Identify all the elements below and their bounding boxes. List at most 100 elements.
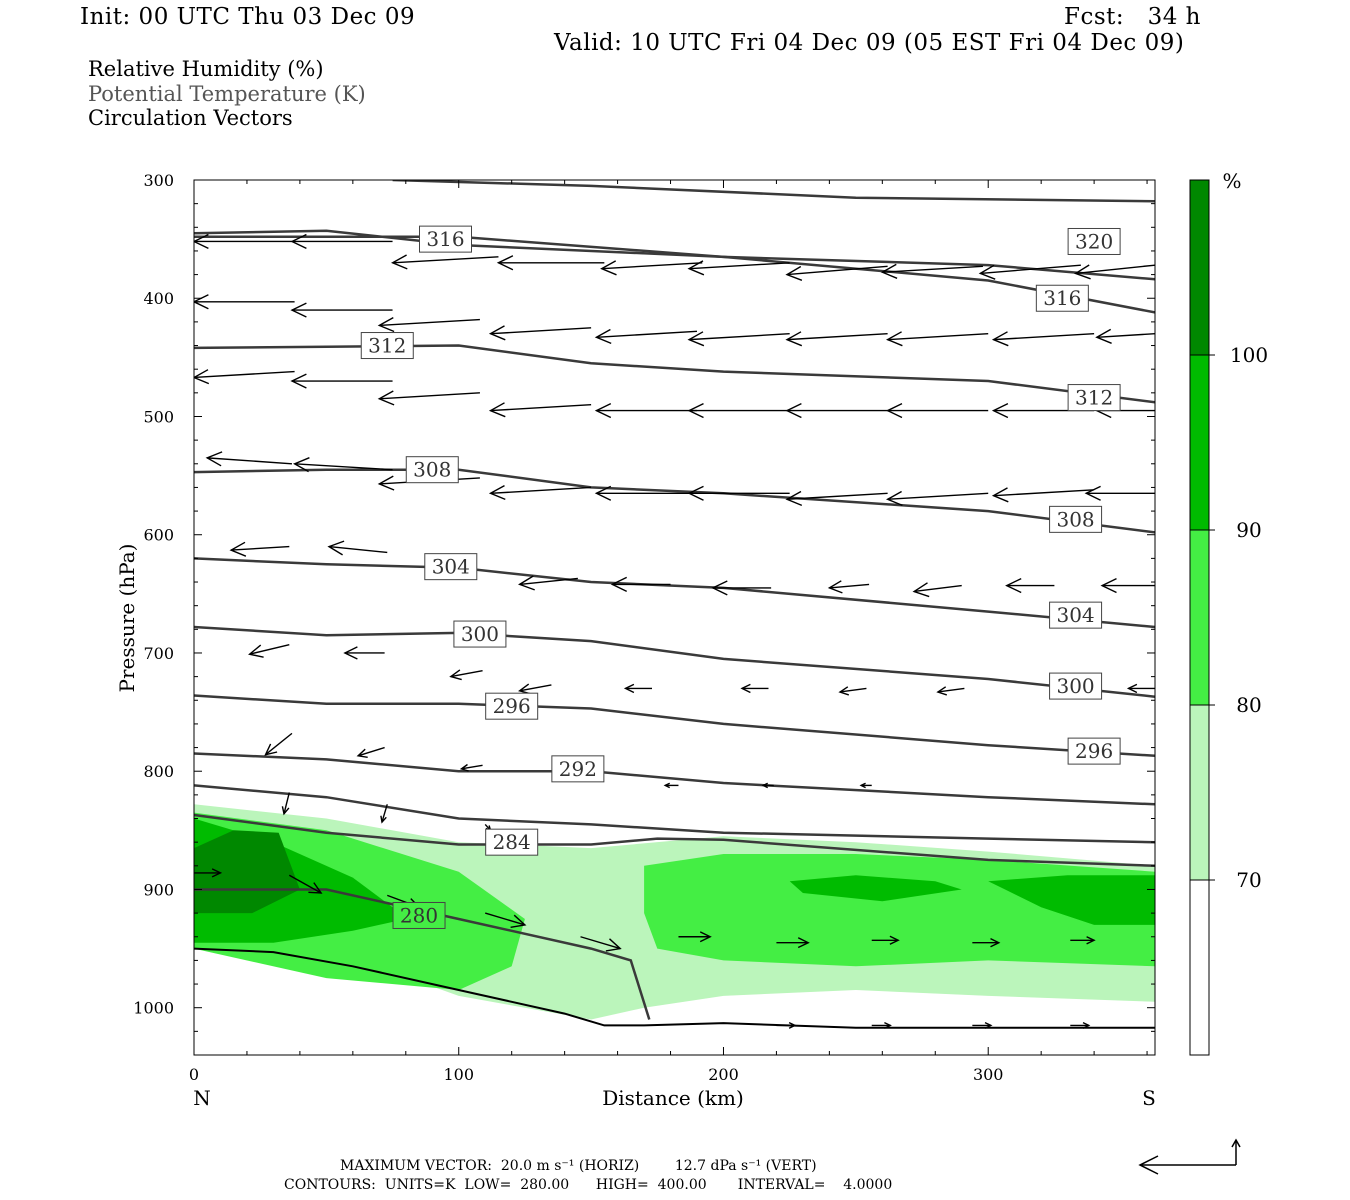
theta-label-box-316 bbox=[419, 225, 473, 253]
theta-label-box-304 bbox=[424, 553, 478, 581]
theta-label-304: 304 bbox=[1056, 603, 1094, 627]
theta-label-box-320 bbox=[1067, 227, 1121, 255]
theta-contour-284 bbox=[194, 813, 1155, 868]
theta-label-box-304 bbox=[1049, 601, 1103, 629]
maximum-vector-note: MAXIMUM VECTOR: 20.0 m s⁻¹ (HORIZ) 12.7 … bbox=[340, 1158, 817, 1174]
y-tick-label: 600 bbox=[143, 526, 174, 545]
circulation-vector bbox=[1070, 1021, 1091, 1029]
colorbar-swatch bbox=[1190, 880, 1209, 1055]
circulation-vector bbox=[885, 490, 989, 507]
forecast-hour: Fcst: 34 h bbox=[1064, 4, 1201, 30]
circulation-vector bbox=[194, 868, 223, 878]
theta-label-308: 308 bbox=[1056, 507, 1094, 531]
circulation-vector bbox=[580, 936, 622, 952]
theta-label-box-312 bbox=[360, 332, 414, 360]
axes: 300 400 500 600 700 800 900 1000 0 100 200 300 bbox=[133, 171, 1155, 1084]
colorbar-level-label: 90 bbox=[1236, 518, 1261, 542]
circulation-vector bbox=[859, 782, 872, 789]
circulation-vector bbox=[488, 402, 592, 418]
theta-contour-308 bbox=[194, 468, 1155, 534]
theta-contour-320 bbox=[194, 229, 1155, 281]
circulation-vector bbox=[600, 260, 703, 276]
circulation-vector bbox=[785, 490, 888, 507]
circulation-vector bbox=[205, 451, 293, 467]
theta-label-box-308 bbox=[1049, 505, 1103, 533]
circulation-vector bbox=[290, 302, 393, 318]
circulation-vector bbox=[991, 331, 1095, 347]
circulation-vector bbox=[761, 782, 774, 789]
theta-label-316: 316 bbox=[426, 227, 464, 251]
terrain-boundary bbox=[194, 947, 1155, 1029]
circulation-vector bbox=[610, 576, 671, 593]
circulation-vectors bbox=[194, 233, 1155, 1029]
circulation-vector bbox=[517, 575, 578, 591]
colorbar-swatch bbox=[1190, 180, 1209, 355]
rh-region-90-5 bbox=[988, 875, 1155, 925]
colorbar-swatch bbox=[1190, 530, 1209, 705]
circulation-vector bbox=[327, 540, 388, 556]
circulation-vector bbox=[687, 485, 790, 501]
colorbar-level-label: 100 bbox=[1230, 343, 1268, 367]
theta-label-312: 312 bbox=[368, 334, 406, 358]
theta-label-box-316 bbox=[1035, 284, 1089, 312]
theta-label-300: 300 bbox=[1056, 674, 1094, 698]
circulation-vector bbox=[377, 390, 480, 406]
colorbar-level-label: 70 bbox=[1236, 868, 1261, 892]
circulation-vector bbox=[871, 1021, 892, 1029]
init-time: Init: 00 UTC Thu 03 Dec 09 bbox=[80, 4, 416, 30]
theta-label-box-296 bbox=[1067, 737, 1121, 765]
circulation-vector bbox=[785, 331, 888, 347]
x-tick-label: 300 bbox=[973, 1065, 1004, 1084]
circulation-vector bbox=[496, 255, 605, 271]
theta-contour-296 bbox=[194, 694, 1155, 758]
theta-label-292: 292 bbox=[559, 757, 597, 781]
circulation-vector bbox=[740, 683, 769, 694]
x-tick-label: 100 bbox=[443, 1065, 474, 1084]
circulation-vector bbox=[356, 746, 385, 758]
valid-time: Valid: 10 UTC Fri 04 Dec 09 (05 EST Fri … bbox=[554, 30, 1185, 56]
circulation-vector bbox=[449, 669, 483, 681]
circulation-vector bbox=[827, 580, 870, 594]
circulation-vector bbox=[194, 294, 295, 310]
x-tick-label: 0 bbox=[189, 1065, 199, 1084]
field-potential-temperature: Potential Temperature (K) bbox=[88, 82, 366, 106]
theta-label-316: 316 bbox=[1043, 286, 1081, 310]
theta-contour-300 bbox=[194, 625, 1155, 698]
theta-label-296: 296 bbox=[1075, 739, 1113, 763]
circulation-vector bbox=[687, 260, 790, 276]
y-tick-label: 400 bbox=[143, 289, 174, 308]
theta-label-box-300 bbox=[453, 620, 507, 648]
circulation-vector bbox=[292, 457, 393, 473]
circulation-vector bbox=[623, 683, 652, 694]
theta-label-284: 284 bbox=[493, 830, 531, 854]
x-axis-label: Distance (km) bbox=[602, 1086, 744, 1110]
colorbar-unit: % bbox=[1222, 169, 1241, 193]
theta-label-box-300 bbox=[1049, 672, 1103, 700]
y-tick-label: 800 bbox=[143, 762, 174, 781]
circulation-vector bbox=[194, 233, 292, 250]
colorbar: 100 90 80 70 bbox=[1189, 179, 1268, 1056]
theta-contour-320 bbox=[392, 180, 1155, 203]
theta-label-box-308 bbox=[405, 456, 459, 484]
colorbar-frame bbox=[1189, 179, 1210, 1056]
reference-arrowhead-up bbox=[1231, 1138, 1241, 1148]
circulation-vector bbox=[377, 316, 480, 333]
circulation-vector bbox=[1095, 328, 1155, 344]
circulation-vector bbox=[1073, 264, 1155, 280]
field-relative-humidity: Relative Humidity (%) bbox=[88, 57, 324, 81]
circulation-vector bbox=[687, 402, 790, 419]
y-tick-label: 900 bbox=[143, 880, 174, 899]
circulation-vector bbox=[1084, 485, 1155, 501]
circulation-vector bbox=[936, 686, 965, 696]
circulation-vector bbox=[678, 931, 712, 943]
circulation-vector bbox=[518, 683, 552, 695]
contour-info-note: CONTOURS: UNITS=K LOW= 280.00 HIGH= 400.… bbox=[284, 1177, 893, 1193]
circulation-vector bbox=[288, 874, 323, 894]
circulation-vector bbox=[1070, 936, 1096, 945]
theta-label-280: 280 bbox=[400, 903, 438, 927]
circulation-vector bbox=[776, 937, 810, 949]
circulation-vector bbox=[264, 732, 293, 756]
theta-label-296: 296 bbox=[493, 694, 531, 718]
relative-humidity-fill bbox=[194, 804, 1155, 1020]
theta-label-box-280 bbox=[392, 901, 446, 929]
